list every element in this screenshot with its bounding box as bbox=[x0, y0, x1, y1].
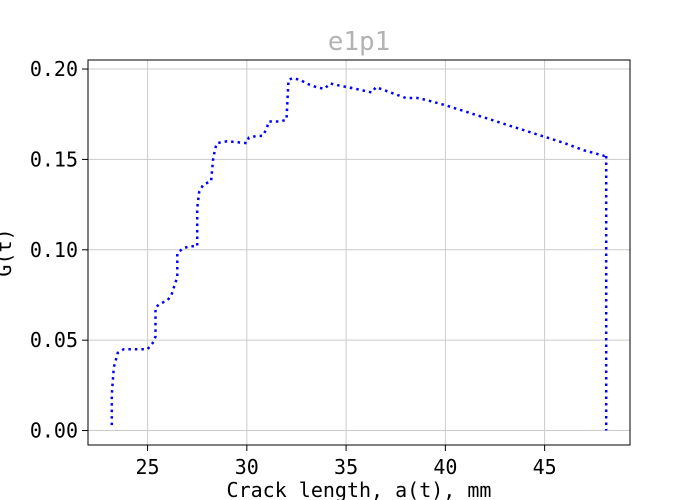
x-tick-label: 25 bbox=[136, 455, 160, 479]
y-tick-label: 0.00 bbox=[30, 419, 78, 443]
y-axis-label: G(t) bbox=[0, 228, 16, 276]
x-tick-label: 45 bbox=[533, 455, 557, 479]
y-tick-label: 0.05 bbox=[30, 328, 78, 352]
y-tick-label: 0.10 bbox=[30, 238, 78, 262]
grid bbox=[88, 60, 630, 445]
y-tick-label: 0.20 bbox=[30, 57, 78, 81]
x-tick-label: 40 bbox=[433, 455, 457, 479]
y-tick-label: 0.15 bbox=[30, 147, 78, 171]
chart-title: e1p1 bbox=[328, 27, 391, 57]
plot-area-frame bbox=[87, 59, 631, 446]
series-line bbox=[110, 76, 608, 431]
x-tick-label: 35 bbox=[334, 455, 358, 479]
x-axis-label: Crack length, a(t), mm bbox=[227, 478, 492, 500]
x-tick-label: 30 bbox=[235, 455, 259, 479]
ticks: 25 30 35 40 45 0.00 0.05 0.10 0.15 0.20 bbox=[30, 57, 557, 479]
series-layer bbox=[110, 76, 608, 431]
